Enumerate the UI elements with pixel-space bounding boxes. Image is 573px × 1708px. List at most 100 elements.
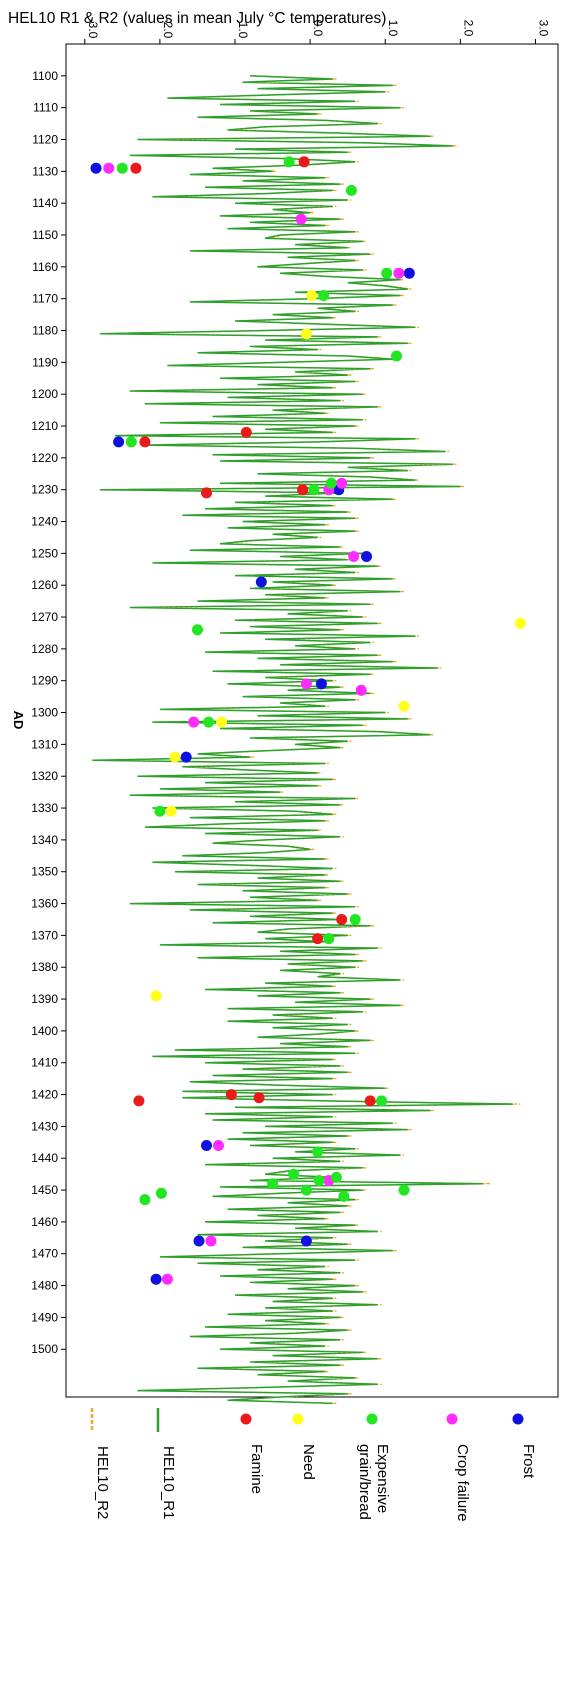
event-marker-expensive-grain-bread — [318, 290, 330, 301]
y-tick-label: 1430 — [31, 1119, 58, 1133]
event-marker-expensive-grain-bread — [203, 716, 215, 728]
y-tick-label: 1330 — [31, 801, 58, 815]
event-marker-expensive-grain-bread — [155, 1187, 167, 1199]
legend-label-need: Need — [300, 1444, 317, 1480]
chart-title: HEL10 R1 & R2 (values in mean July °C te… — [8, 10, 386, 27]
event-marker-expensive-grain-bread — [313, 1175, 325, 1186]
event-marker-crop-failure — [103, 162, 115, 174]
plot-frame — [65, 43, 559, 1398]
y-tick-label: 1100 — [32, 69, 58, 83]
y-tick-label: 1210 — [31, 419, 58, 433]
event-marker-expensive-grain-bread — [267, 1178, 279, 1190]
legend-label-frost: Frost — [520, 1444, 537, 1479]
y-tick-label: 1450 — [31, 1183, 58, 1197]
x-tick-label: -1.0 — [236, 18, 250, 39]
event-marker-frost — [403, 267, 415, 279]
x-tick-label: 1.0 — [386, 20, 400, 37]
x-tick-label: 2.0 — [461, 20, 475, 37]
y-tick-label: 1440 — [31, 1151, 58, 1165]
event-marker-famine — [133, 1095, 145, 1107]
event-marker-crop-failure — [161, 1273, 173, 1285]
y-tick-label: 1170 — [32, 292, 58, 306]
legend-label-famine: Famine — [248, 1444, 265, 1494]
event-marker-famine — [240, 426, 252, 438]
event-marker-expensive-grain-bread — [376, 1095, 387, 1107]
y-tick-label: 1160 — [32, 260, 58, 274]
y-tick-label: 1490 — [31, 1310, 58, 1324]
series-line-hel10-r1 — [92, 75, 513, 1405]
y-tick-label: 1320 — [31, 769, 58, 783]
y-tick-label: 1200 — [31, 387, 58, 401]
event-marker-expensive-grain-bread — [391, 350, 402, 362]
x-tick-label: 0.0 — [311, 20, 325, 37]
event-marker-expensive-grain-bread — [312, 1146, 324, 1158]
event-marker-frost — [201, 1140, 212, 1151]
event-marker-frost — [90, 162, 102, 174]
event-marker-expensive-grain-bread — [381, 267, 393, 279]
event-marker-expensive-grain-bread — [325, 477, 337, 489]
y-tick-label: 1380 — [31, 960, 58, 974]
y-tick-label: 1350 — [31, 865, 58, 879]
y-tick-label: 1470 — [31, 1247, 58, 1261]
event-marker-crop-failure — [348, 551, 360, 562]
event-marker-famine — [298, 156, 310, 168]
y-tick-label: 1140 — [32, 196, 58, 210]
event-marker-expensive-grain-bread — [349, 914, 361, 925]
y-tick-label: 1220 — [31, 451, 58, 465]
event-marker-expensive-grain-bread — [154, 805, 166, 817]
event-marker-expensive-grain-bread — [125, 436, 137, 448]
event-marker-expensive-grain-bread — [308, 484, 320, 496]
event-marker-crop-failure — [336, 477, 348, 489]
y-tick-label: 1480 — [31, 1279, 58, 1293]
y-tick-label: 1420 — [31, 1088, 58, 1102]
y-tick-label: 1230 — [31, 483, 58, 497]
y-tick-label: 1300 — [31, 706, 58, 720]
y-tick-label: 1360 — [31, 897, 58, 911]
event-marker-expensive-grain-bread — [192, 624, 203, 636]
event-marker-famine — [312, 933, 324, 945]
event-marker-frost — [193, 1235, 205, 1247]
event-marker-famine — [364, 1095, 376, 1107]
y-tick-label: 1370 — [31, 928, 58, 942]
event-marker-need — [514, 617, 526, 629]
event-marker-expensive-grain-bread — [345, 184, 357, 196]
event-marker-need — [150, 990, 162, 1002]
event-marker-expensive-grain-bread — [330, 1171, 342, 1183]
y-tick-label: 1150 — [32, 228, 58, 242]
event-marker-frost — [180, 751, 192, 763]
event-marker-famine — [225, 1089, 237, 1101]
event-marker-need — [398, 700, 410, 712]
event-marker-famine — [253, 1092, 265, 1104]
event-marker-frost — [113, 436, 125, 448]
event-marker-crop-failure — [300, 678, 312, 690]
x-axis: -3.0 -2.0 -1.0 0.0 1.0 2.0 3.0 — [84, 18, 550, 44]
event-marker-crop-failure — [295, 213, 307, 225]
y-tick-label: 1270 — [31, 610, 58, 624]
y-tick-label: 1460 — [31, 1215, 58, 1229]
y-tick-label: 1340 — [31, 833, 58, 847]
event-marker-famine — [201, 487, 212, 499]
event-marker-expensive-grain-bread — [338, 1190, 350, 1202]
event-marker-frost — [300, 1235, 312, 1247]
series-layer — [92, 75, 521, 1405]
legend-label-expensive-grain-bread: grain/bread — [356, 1444, 373, 1520]
legend-marker-need — [292, 1413, 304, 1425]
event-marker-need — [165, 805, 177, 817]
x-tick-label: -3.0 — [86, 18, 100, 39]
y-tick-label: 1280 — [31, 642, 58, 656]
event-marker-need — [300, 328, 312, 340]
y-tick-label: 1390 — [31, 992, 58, 1006]
legend-label-crop-failure: Crop failure — [454, 1444, 471, 1522]
y-tick-label: 1260 — [31, 578, 58, 592]
event-marker-crop-failure — [213, 1140, 224, 1151]
legend-label-hel10-r1: HEL10_R1 — [160, 1446, 177, 1519]
event-marker-frost — [255, 576, 267, 588]
event-marker-need — [306, 290, 318, 301]
event-marker-need — [169, 751, 181, 763]
event-marker-famine — [130, 162, 142, 174]
y-tick-label: 1240 — [31, 515, 58, 529]
legend-marker-expensive-grain-bread — [366, 1413, 378, 1425]
event-marker-famine — [336, 914, 348, 925]
event-marker-famine — [297, 484, 309, 496]
